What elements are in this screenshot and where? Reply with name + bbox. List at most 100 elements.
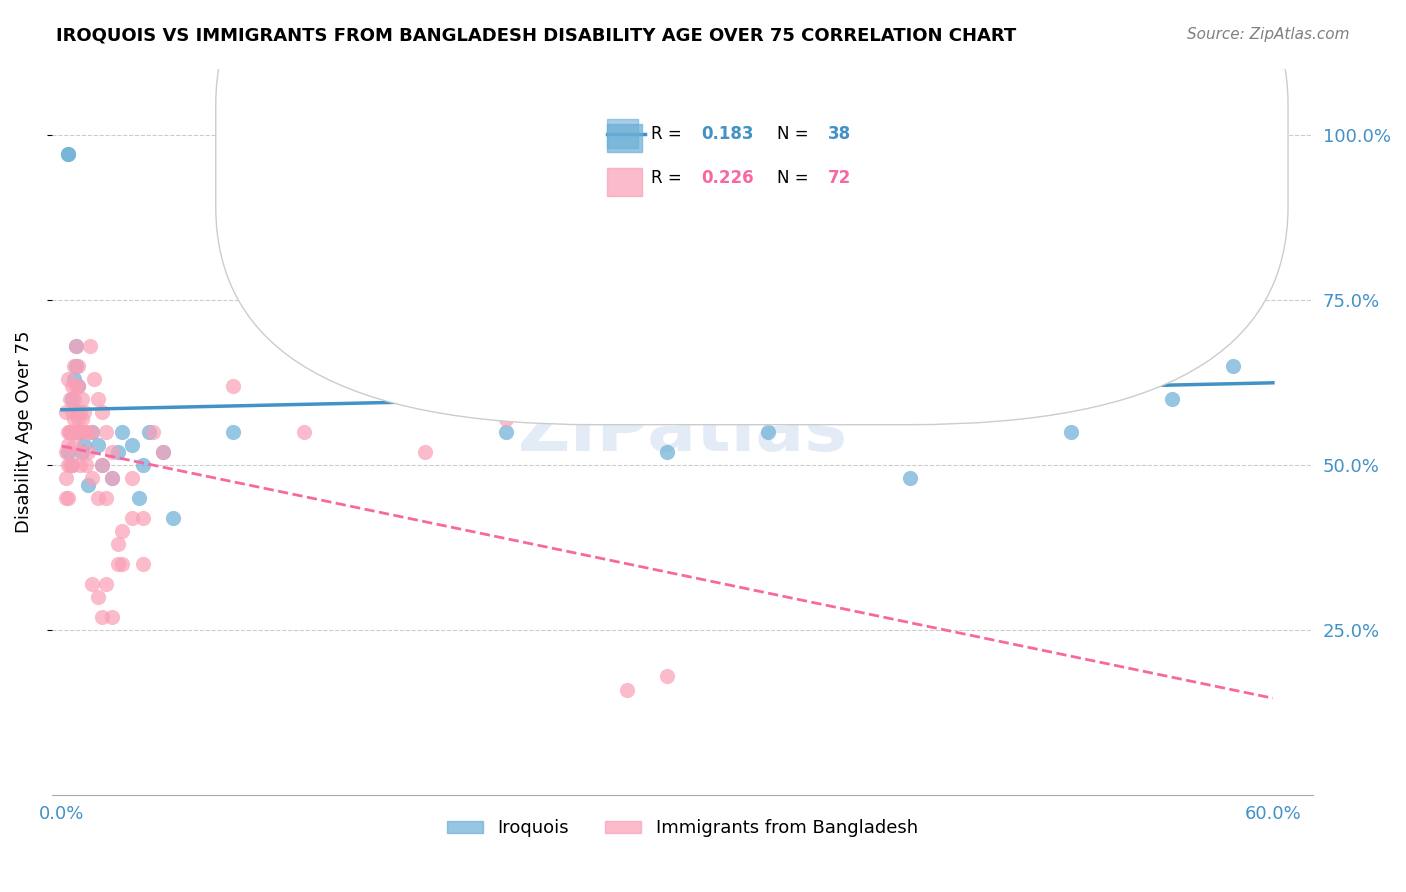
Text: 38: 38 [828, 125, 851, 143]
Point [495, 411, 517, 425]
Point [56, 425, 79, 439]
Point [128, 491, 150, 505]
Point [101, 471, 124, 485]
Point [87, 392, 110, 406]
Text: 0.183: 0.183 [702, 125, 754, 143]
Point [101, 444, 124, 458]
Point [70, 444, 93, 458]
Point [91, 610, 114, 624]
Point [121, 511, 143, 525]
Point [91, 458, 114, 472]
Point [555, 260, 578, 274]
Point [56, 147, 79, 161]
Point [63, 411, 86, 425]
Point [107, 444, 129, 458]
Point [82, 425, 104, 439]
Point [55, 471, 77, 485]
Point [657, 669, 679, 683]
Point [898, 471, 921, 485]
Point [70, 425, 93, 439]
Text: 72: 72 [828, 169, 851, 186]
Point [66, 405, 89, 419]
Point [152, 444, 174, 458]
Point [73, 405, 96, 419]
Point [131, 511, 153, 525]
Point [121, 438, 143, 452]
Point [65, 339, 87, 353]
Point [162, 511, 184, 525]
Point [63, 372, 86, 386]
Legend: Iroquois, Immigrants from Bangladesh: Iroquois, Immigrants from Bangladesh [440, 812, 925, 845]
Point [292, 425, 315, 439]
Point [657, 444, 679, 458]
Point [495, 425, 517, 439]
Point [96, 577, 118, 591]
Point [1060, 425, 1083, 439]
Point [65, 339, 87, 353]
Point [66, 411, 89, 425]
Point [60, 392, 83, 406]
Point [55, 444, 77, 458]
Point [56, 458, 79, 472]
Point [292, 260, 315, 274]
Point [101, 471, 124, 485]
Point [91, 458, 114, 472]
Point [69, 444, 91, 458]
Point [555, 405, 578, 419]
Point [63, 438, 86, 452]
Point [63, 359, 86, 373]
Point [111, 524, 134, 538]
Point [107, 537, 129, 551]
Point [65, 425, 87, 439]
Point [65, 378, 87, 392]
Point [616, 682, 638, 697]
Text: ZIPatlas: ZIPatlas [517, 398, 848, 467]
Text: R =: R = [651, 125, 688, 143]
Text: N =: N = [778, 125, 814, 143]
Point [83, 372, 105, 386]
Text: Source: ZipAtlas.com: Source: ZipAtlas.com [1187, 27, 1350, 42]
Point [59, 458, 82, 472]
Bar [607, 168, 643, 195]
Point [60, 378, 83, 392]
Point [56, 438, 79, 452]
Point [60, 458, 83, 472]
Point [91, 405, 114, 419]
Text: N =: N = [778, 169, 814, 186]
Point [66, 378, 89, 392]
Point [82, 577, 104, 591]
Point [96, 491, 118, 505]
Point [55, 491, 77, 505]
Point [56, 444, 79, 458]
Point [66, 378, 89, 392]
Point [75, 458, 97, 472]
Point [87, 590, 110, 604]
Point [131, 557, 153, 571]
Point [82, 471, 104, 485]
Point [131, 458, 153, 472]
Point [121, 471, 143, 485]
Bar [607, 120, 638, 148]
Point [77, 478, 100, 492]
Point [616, 147, 638, 161]
Point [138, 425, 160, 439]
Point [96, 425, 118, 439]
Point [1222, 359, 1244, 373]
Point [82, 425, 104, 439]
Point [65, 359, 87, 373]
Point [60, 458, 83, 472]
Point [1161, 392, 1184, 406]
Point [56, 491, 79, 505]
Point [111, 425, 134, 439]
Point [756, 425, 779, 439]
Point [56, 147, 79, 161]
Point [56, 372, 79, 386]
FancyBboxPatch shape [215, 0, 1288, 425]
Point [413, 444, 436, 458]
Point [142, 425, 165, 439]
Point [69, 458, 91, 472]
Point [55, 405, 77, 419]
Point [222, 378, 245, 392]
Point [87, 491, 110, 505]
Point [69, 405, 91, 419]
